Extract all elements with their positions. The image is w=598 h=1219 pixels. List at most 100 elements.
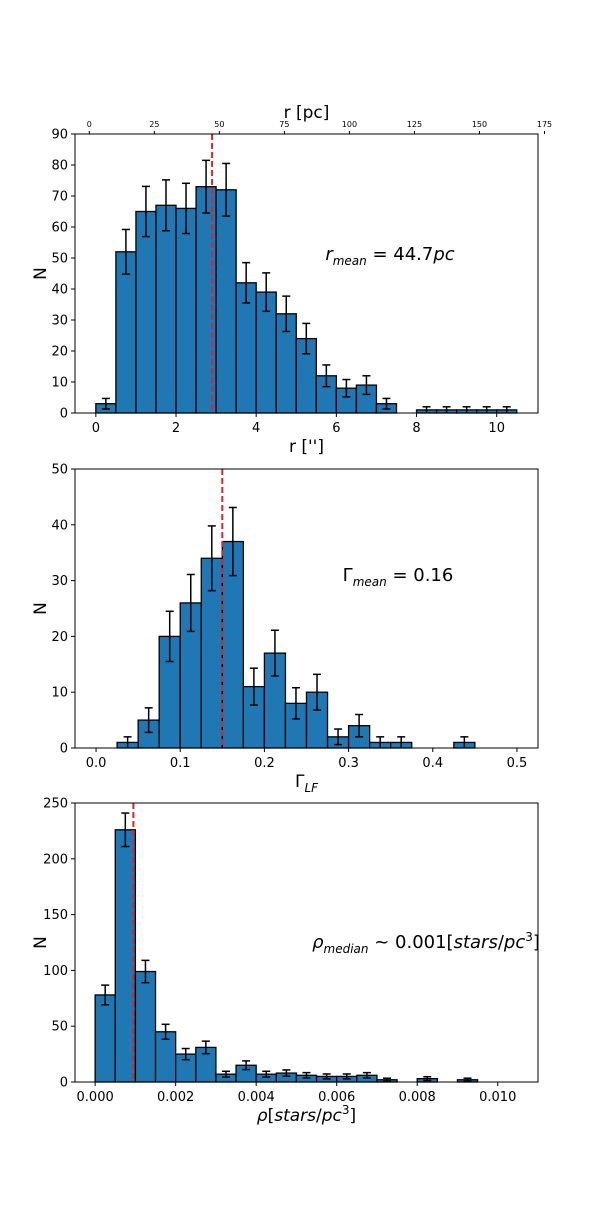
error-bar [228,506,237,577]
error-bar [121,812,130,848]
error-bar [313,673,322,711]
histogram-bar [135,210,157,414]
y-tick-label: 40 [51,518,68,533]
x-tick-label: 0.5 [507,756,528,771]
histogram-bar [114,829,137,1083]
y-tick-label: 100 [43,964,68,979]
error-bar [291,686,300,720]
error-bar [242,261,251,304]
y-tick-label: 70 [51,190,68,205]
error-bar [282,1069,291,1077]
y-tick-label: 0 [60,742,68,757]
y-tick-label: 10 [51,376,68,391]
y-tick-label: 250 [43,797,68,812]
histogram-panel-density: 0.000 0.002 0.004 0.006 0.008 0.010 0 50 100 150… [31,797,540,1127]
error-bar [322,1073,331,1080]
error-bar [207,525,216,592]
error-bar [202,159,211,214]
top-tick-label: 50 [214,120,224,129]
error-bar [355,713,364,738]
x-axis-label-radius: r [''] [289,437,324,457]
bars-gamma [116,540,476,749]
error-bar [362,1071,371,1079]
x-tick-label: 0.4 [422,756,443,771]
x-tick-label: 0.1 [170,756,191,771]
plot-frame-gamma [74,468,539,749]
y-axis-density: 0 50 100 150 200 250 [43,797,75,1091]
error-bar [161,179,170,232]
histogram-bar [215,189,237,414]
top-tick-label: 0 [87,120,92,129]
error-bar [221,1070,230,1078]
y-tick-label: 80 [51,159,68,174]
y-tick-label: 20 [51,345,68,360]
error-bars-gamma [123,506,469,748]
error-bar [262,1070,271,1078]
x-tick-label: 0.006 [318,1090,355,1105]
y-tick-label: 40 [51,283,68,298]
x-axis-radius: 0 2 4 6 8 10 [92,413,505,436]
top-tick-label: 100 [342,120,357,129]
error-bar [460,736,469,748]
error-bar [342,1073,351,1080]
error-bar [362,375,371,396]
annotation-mean-radius: rmean = 44.7pc [325,244,454,268]
top-axis-parsec: 0 25 50 75 100 125 150 175 [87,120,552,134]
error-bar [141,185,150,238]
y-tick-label: 10 [51,686,68,701]
y-tick-label: 90 [51,128,68,143]
top-tick-label: 25 [149,120,159,129]
error-bar [383,1077,392,1083]
histogram-bar [195,186,217,414]
error-bar [222,162,231,217]
x-tick-label: 4 [252,421,260,436]
error-bar [423,1076,432,1082]
y-tick-label: 30 [51,314,68,329]
y-tick-label: 60 [51,221,68,236]
x-tick-label: 0.004 [238,1090,275,1105]
y-tick-label: 20 [51,630,68,645]
error-bar [249,667,258,706]
top-tick-label: 125 [407,120,422,129]
error-bar [165,610,174,663]
x-tick-label: 6 [332,421,340,436]
x-tick-label: 0.000 [77,1090,114,1105]
error-bar [342,378,351,398]
error-bar [462,406,471,413]
x-tick-label: 0.008 [399,1090,436,1105]
plot-frame-density [74,802,539,1083]
error-bar [270,629,279,677]
error-bar [376,736,385,748]
histogram-bar [134,970,157,1083]
error-bar [382,397,391,410]
x-axis-label-gamma: ΓLF [295,772,319,795]
top-axis-label-parsec: r [pc] [284,103,330,123]
error-bar [302,322,311,355]
error-bar [397,736,406,748]
error-bar [144,707,153,734]
x-tick-label: 0.0 [86,756,107,771]
error-bar [141,959,150,984]
top-tick-label: 175 [537,120,552,129]
bars-radius [95,186,518,414]
x-tick-label: 0.010 [479,1090,516,1105]
y-tick-label: 150 [43,908,68,923]
histogram-panel-gamma: 0.0 0.1 0.2 0.3 0.4 0.5 0 10 20 30 40 50 N ΓLF Γme… [31,463,539,795]
y-tick-label: 0 [60,407,68,422]
y-axis-label-density: N [31,936,51,949]
top-tick-label: 150 [472,120,487,129]
error-bar [502,406,511,413]
error-bar [463,1077,472,1083]
y-tick-label: 50 [51,252,68,267]
x-tick-label: 0.2 [254,756,275,771]
x-axis-gamma: 0.0 0.1 0.2 0.3 0.4 0.5 [86,748,528,771]
x-tick-label: 10 [488,421,505,436]
y-tick-label: 50 [51,1020,68,1035]
y-axis-label-gamma: N [31,602,51,615]
error-bar [242,1060,251,1071]
error-bar [302,1071,311,1079]
error-bar [101,397,110,410]
y-tick-label: 50 [51,463,68,478]
error-bar [186,573,195,633]
error-bar [442,406,451,413]
